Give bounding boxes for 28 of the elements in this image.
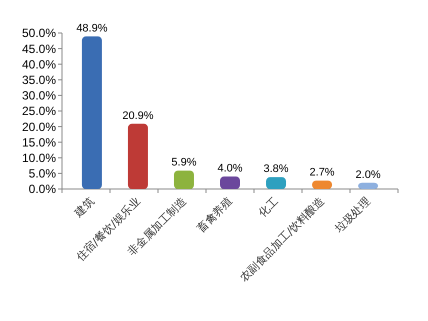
data-label: 2.0% xyxy=(356,168,381,181)
data-label: 2.7% xyxy=(310,166,335,179)
y-tick-label: 25.0% xyxy=(22,104,56,118)
bar xyxy=(174,170,194,189)
data-label: 3.8% xyxy=(263,163,289,176)
x-tick-label: 垃圾处理 xyxy=(332,194,373,236)
bar xyxy=(312,180,332,189)
y-tick-label: 45.0% xyxy=(22,42,56,56)
y-tick-label: 30.0% xyxy=(22,88,56,103)
x-tick-label: 化工 xyxy=(256,194,281,220)
y-tick-label: 35.0% xyxy=(22,73,56,87)
bar xyxy=(82,36,102,189)
data-label: 48.9% xyxy=(76,22,108,34)
y-tick-label: 15.0% xyxy=(22,135,56,150)
y-tick-label: 40.0% xyxy=(22,57,56,72)
bar xyxy=(128,124,148,189)
y-tick-label: 20.0% xyxy=(22,120,56,134)
y-tick-label: 10.0% xyxy=(22,151,56,165)
y-tick-label: 0.0% xyxy=(28,182,56,196)
y-tick-label: 5.0% xyxy=(28,166,56,181)
x-tick-label: 畜禽养殖 xyxy=(194,194,235,235)
data-label: 5.9% xyxy=(171,156,197,169)
x-tick-label: 建筑 xyxy=(71,194,97,220)
y-tick-label: 50.0% xyxy=(22,26,56,40)
data-label: 20.9% xyxy=(122,110,154,122)
data-label: 4.0% xyxy=(217,162,243,175)
bar xyxy=(266,177,286,189)
bar xyxy=(220,176,240,189)
